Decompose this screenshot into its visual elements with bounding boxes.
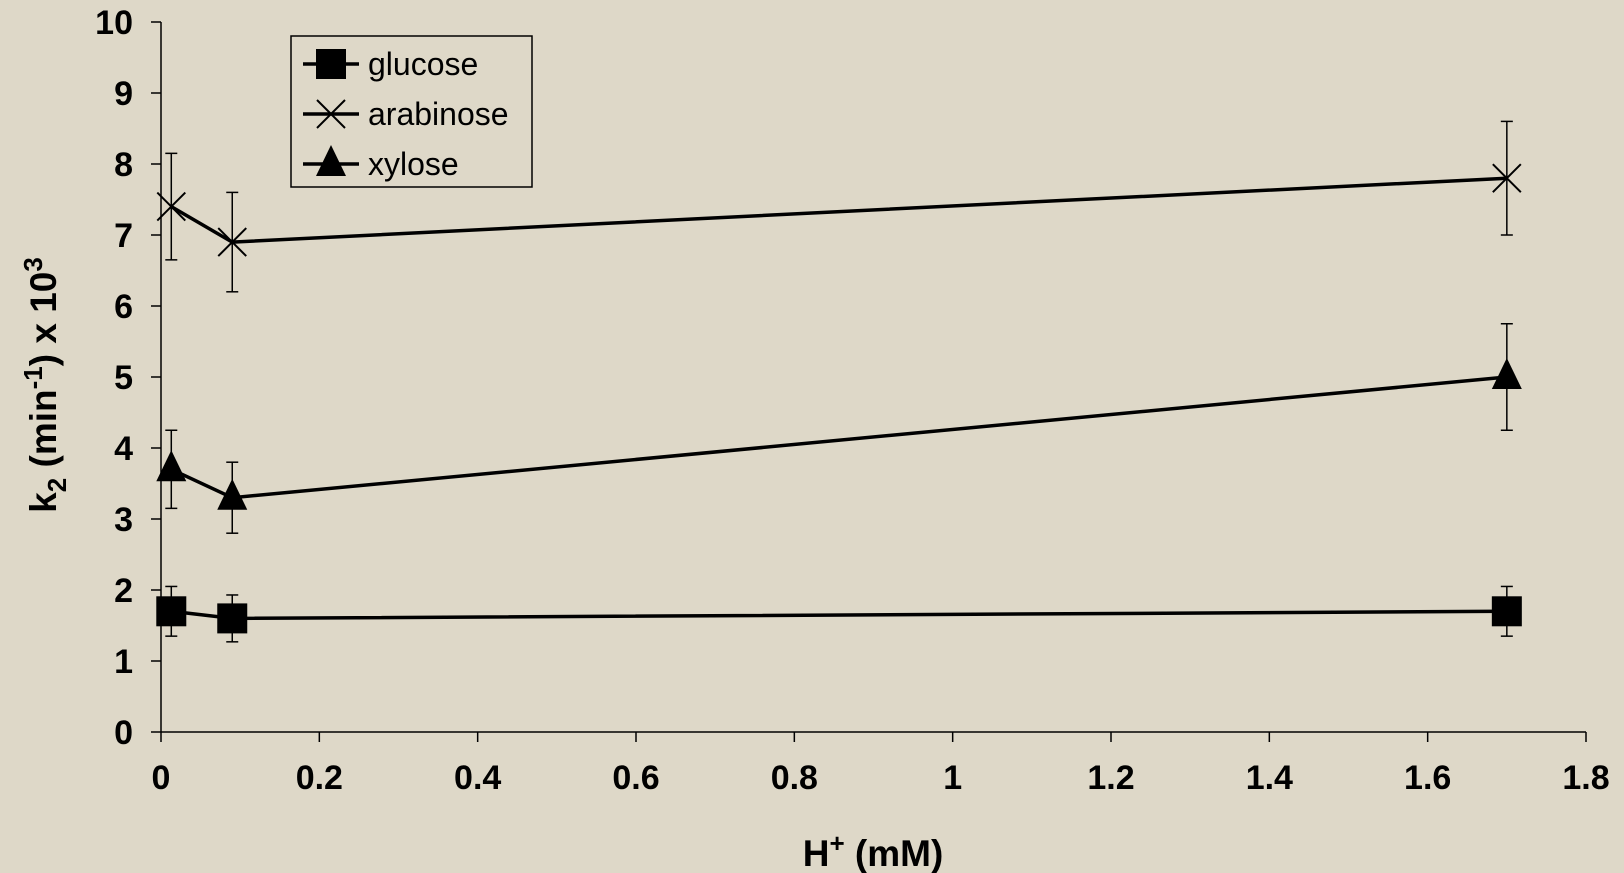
x-tick-label-3: 0.6 [612, 759, 659, 797]
y-tick-label-1: 1 [114, 643, 133, 681]
y-axis-title-p3: ) x 10 [23, 272, 64, 367]
data-point-xylose-0 [156, 450, 187, 482]
plot-area: 0 1 2 3 4 5 6 7 8 9 10 0 0.2 0.4 0.6 0.8 1 1.2 1.4 1.6 1.8 [95, 4, 1609, 797]
y-axis-title-sub: 2 [42, 478, 72, 492]
data-point-glucose-2 [1491, 596, 1522, 627]
y-tick-label-9: 9 [114, 75, 133, 113]
y-tick-label-4: 4 [114, 430, 133, 468]
y-tick-label-5: 5 [114, 359, 133, 397]
x-tick-label-6: 1.2 [1087, 759, 1134, 797]
y-axis-title-sup1: -1 [18, 366, 48, 389]
x-tick-label-1: 0.2 [296, 759, 343, 797]
legend: glucose arabinose xylose [290, 35, 533, 188]
legend-label-xylose: xylose [368, 146, 459, 182]
data-point-arabinose-1 [217, 227, 247, 257]
y-axis-title: k2 (min-1) x 103 [18, 257, 72, 513]
series-arabinose [156, 120, 1522, 293]
series-glucose [156, 585, 1522, 643]
series-line-xylose [170, 375, 1507, 500]
data-point-glucose-1 [217, 603, 248, 634]
y-tick-label-10: 10 [95, 4, 133, 42]
y-axis-title-sup2: 3 [18, 257, 48, 271]
x-tick-label-2: 0.4 [454, 759, 501, 797]
series-line-glucose [171, 609, 1507, 621]
y-axis-title-p1: k [23, 492, 64, 513]
x-tick-label-9: 1.8 [1562, 759, 1609, 797]
x-axis-title-main: H [803, 833, 830, 873]
x-axis-title: H+ (mM) [803, 828, 944, 873]
x-axis-title-rest: (mM) [845, 833, 944, 873]
data-point-arabinose-0 [156, 191, 186, 222]
data-point-glucose-0 [156, 596, 187, 627]
legend-marker-glucose [316, 49, 346, 79]
x-tick-label-0: 0 [152, 759, 171, 797]
legend-label-glucose: glucose [368, 46, 478, 82]
y-tick-label-8: 8 [114, 146, 133, 184]
x-tick-label-4: 0.8 [771, 759, 818, 797]
legend-box [290, 35, 533, 188]
data-point-xylose-1 [217, 478, 248, 510]
series-line-arabinose [170, 176, 1507, 244]
data-point-xylose-2 [1491, 358, 1522, 389]
y-tick-label-0: 0 [114, 714, 133, 752]
y-axis-title-p2: (min [23, 389, 64, 477]
data-point-arabinose-2 [1492, 163, 1522, 193]
legend-marker-xylose [316, 145, 346, 176]
x-tick-label-8: 1.6 [1404, 759, 1451, 797]
legend-marker-arabinose [316, 99, 346, 129]
legend-label-arabinose: arabinose [368, 96, 509, 132]
y-tick-label-3: 3 [114, 501, 133, 539]
y-tick-label-6: 6 [114, 288, 133, 326]
y-tick-label-2: 2 [114, 572, 133, 610]
x-tick-label-7: 1.4 [1246, 759, 1293, 797]
y-tick-label-7: 7 [114, 217, 133, 255]
x-axis-title-sup: + [829, 828, 844, 858]
series-xylose [156, 323, 1522, 534]
x-tick-label-5: 1 [943, 759, 962, 797]
